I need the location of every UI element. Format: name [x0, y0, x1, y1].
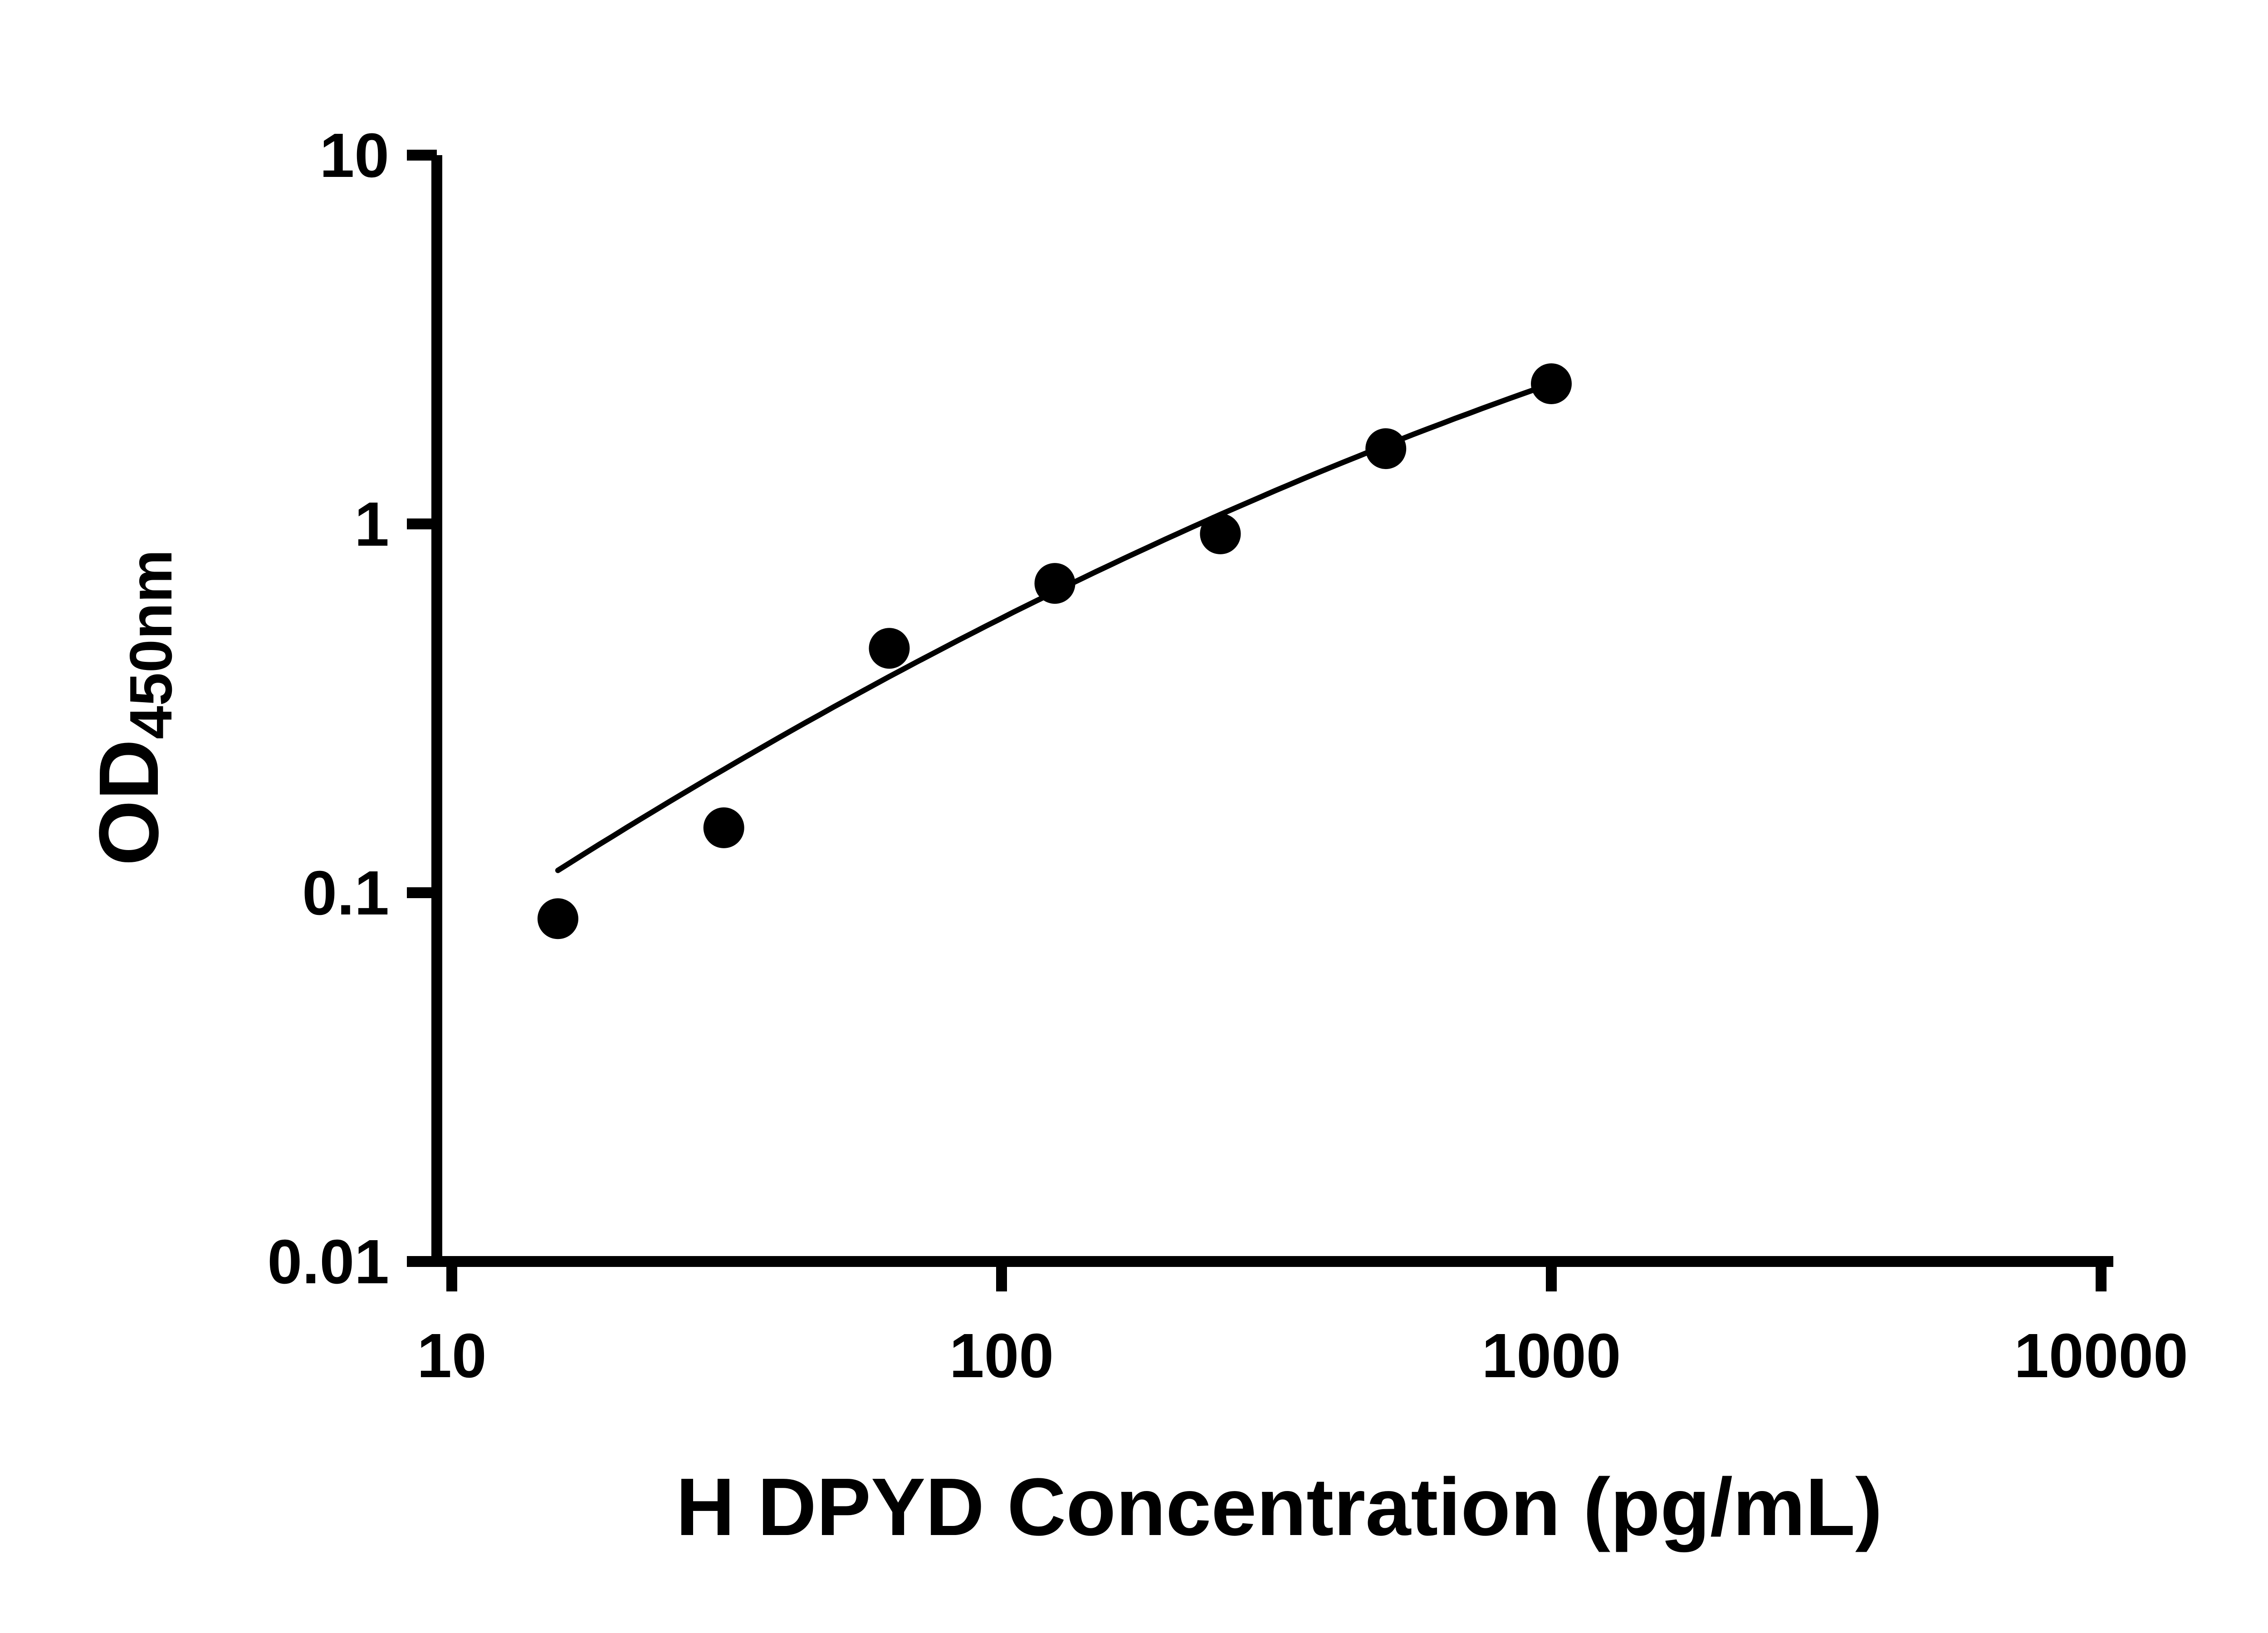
data-point — [1034, 563, 1075, 604]
x-tick-label: 10000 — [2014, 1321, 2188, 1391]
data-point — [703, 807, 744, 848]
y-tick-label: 0.1 — [302, 858, 389, 928]
plot-area: 10 100 1000 10000 10 1 0.1 0.01 — [267, 121, 2188, 1391]
data-point — [1531, 363, 1572, 404]
y-axis-title-subscript: 450nm — [117, 549, 184, 739]
y-tick-label: 10 — [320, 121, 390, 191]
y-tick-label: 0.01 — [267, 1227, 389, 1297]
y-axis-title-main: OD — [82, 739, 176, 866]
data-point — [1200, 513, 1241, 554]
data-point — [869, 628, 910, 669]
data-point — [1365, 428, 1407, 469]
y-tick-label: 1 — [354, 489, 389, 559]
x-axis-title: H DPYD Concentration (pg/mL) — [676, 1462, 1882, 1553]
x-tick-label: 100 — [949, 1321, 1054, 1391]
x-tick-label: 1000 — [1482, 1321, 1621, 1391]
x-tick-label: 10 — [417, 1321, 486, 1391]
data-point — [538, 898, 578, 939]
axes-lines — [431, 155, 2113, 1267]
y-axis-title: OD450nm — [82, 549, 184, 865]
